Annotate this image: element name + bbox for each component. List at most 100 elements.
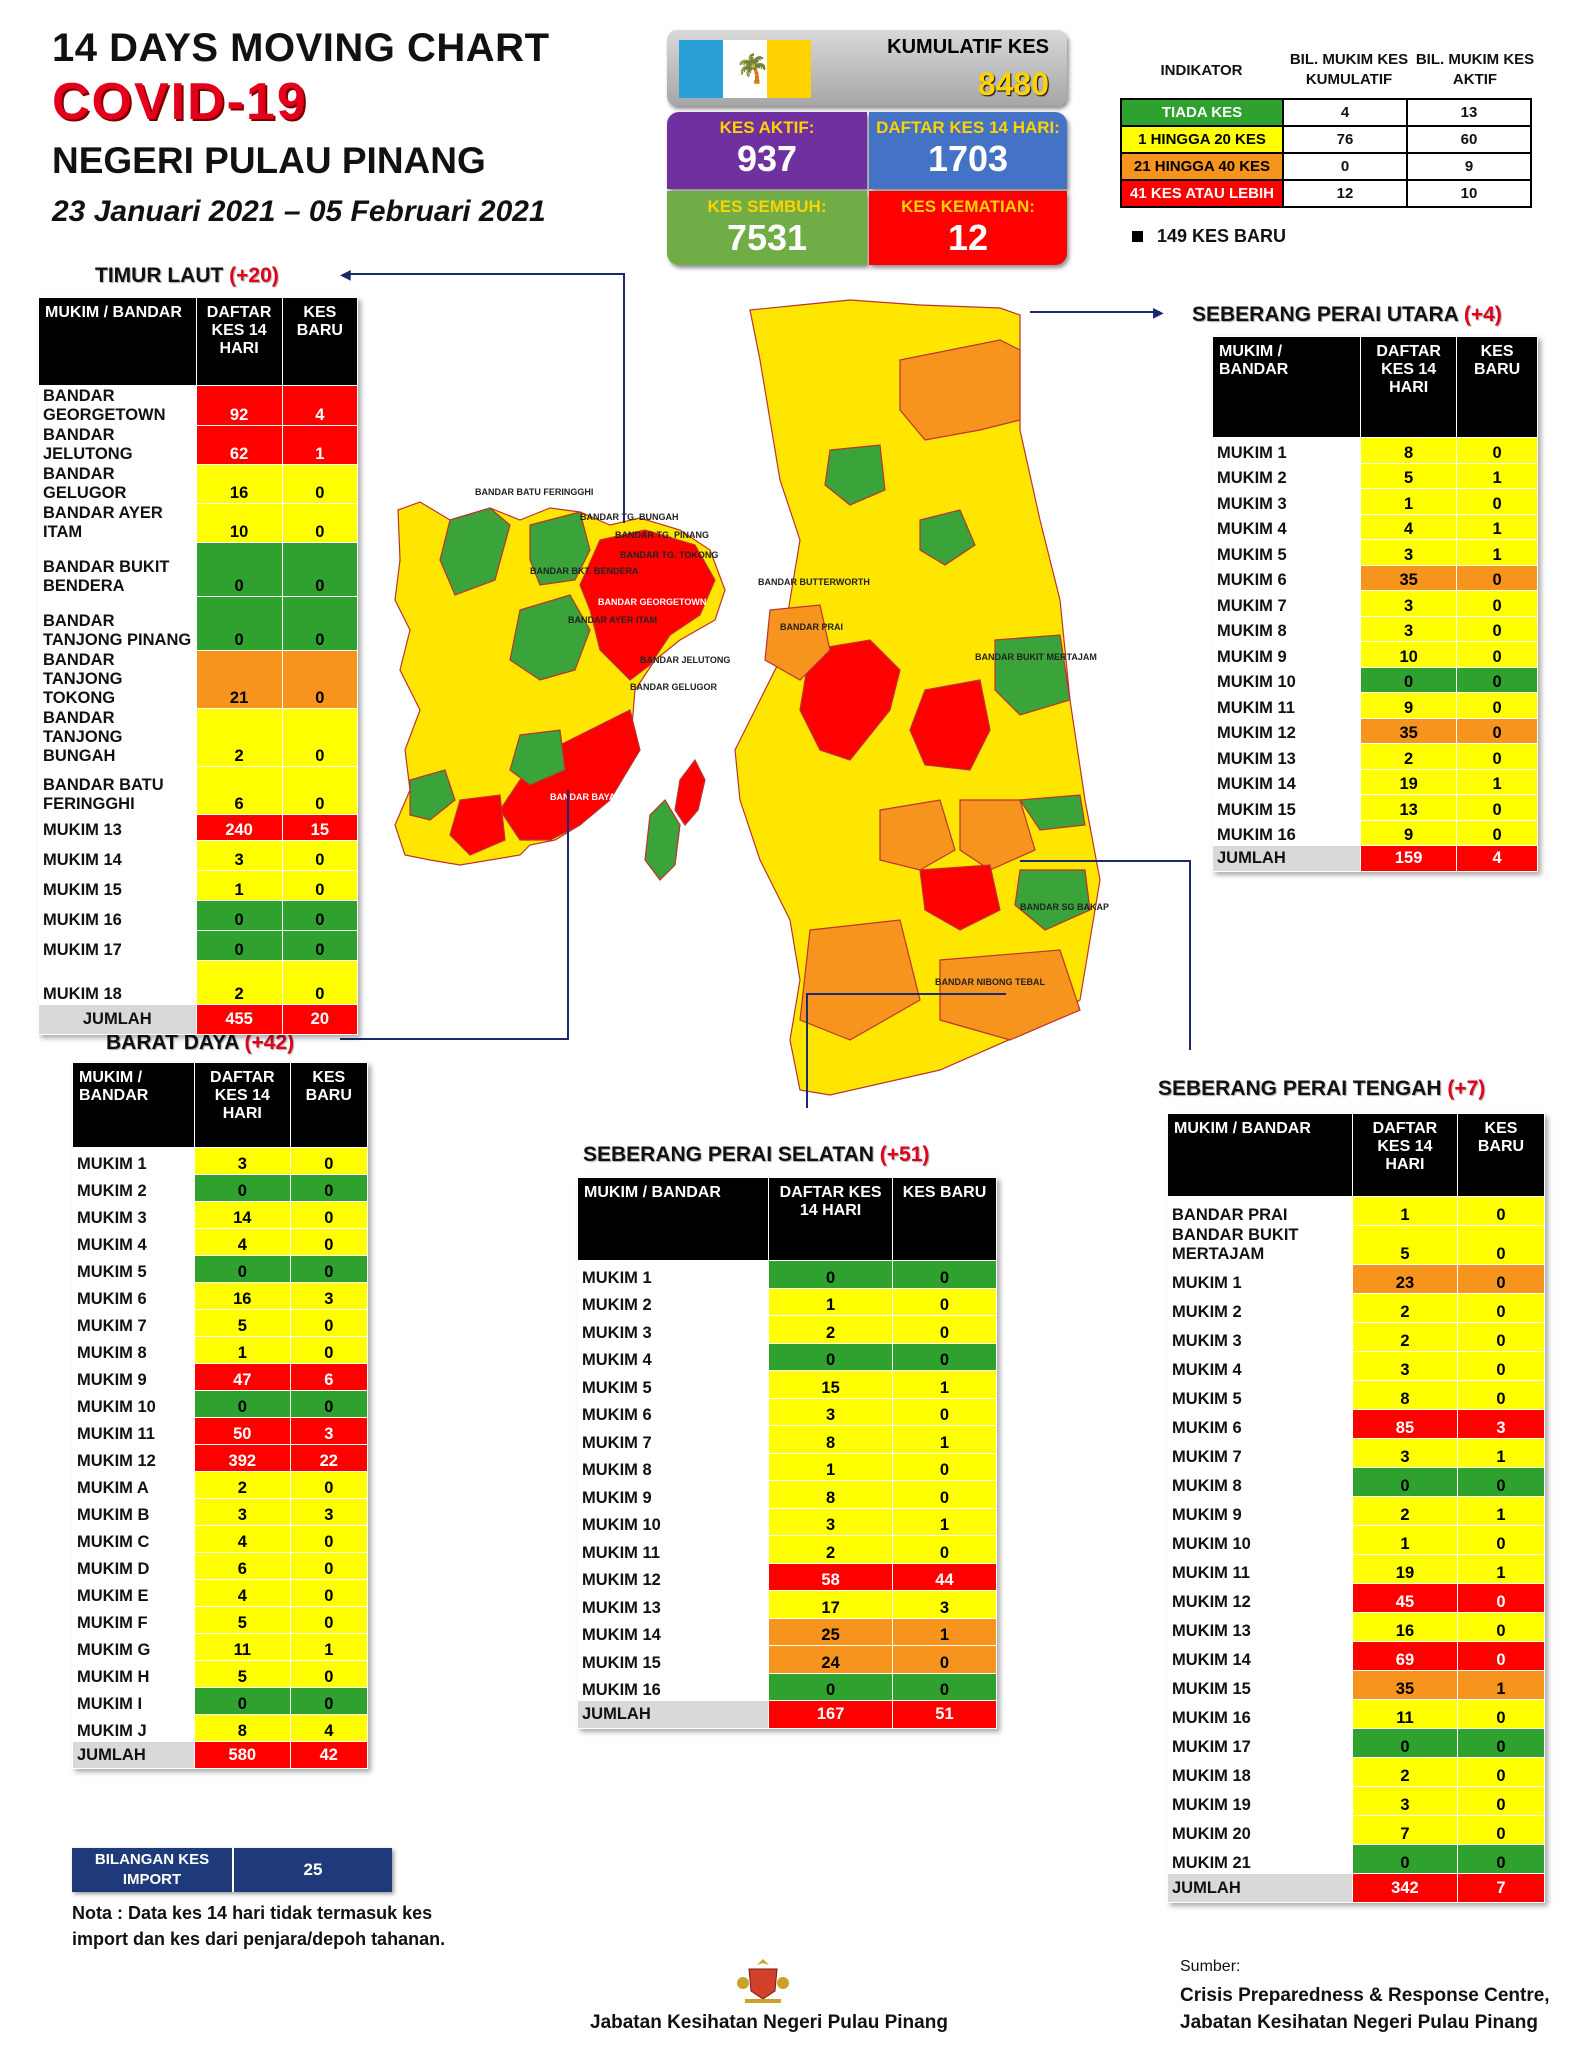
header-period: 23 Januari 2021 – 05 Februari 2021 (52, 195, 546, 228)
table-row: MUKIM 19 3 0 (1167, 1786, 1546, 1816)
indicator-legend: INDIKATOR BIL. MUKIM KES KUMULATIF BIL. … (1120, 46, 1535, 247)
table-row: BANDAR GELUGOR 16 0 (38, 464, 359, 504)
total-row: JUMLAH 455 20 (38, 1004, 359, 1035)
row-kes-baru: 0 (1456, 590, 1538, 617)
row-kes-baru: 0 (1456, 1583, 1546, 1613)
row-daftar: 0 (195, 596, 283, 651)
row-name: MUKIM 14 (38, 840, 197, 871)
table-row: MUKIM 12 58 44 (576, 1562, 998, 1591)
row-daftar: 47 (194, 1363, 291, 1391)
row-name: MUKIM 12 (1211, 717, 1362, 744)
row-daftar: 19 (1360, 768, 1458, 795)
square-bullet-icon (1132, 231, 1143, 242)
table-row: MUKIM 10 3 1 (576, 1507, 998, 1536)
row-kes-baru: 1 (1456, 1496, 1546, 1526)
spu-green-21 (919, 509, 976, 566)
active-label: KES AKTIF: (719, 118, 815, 137)
mukim-header: MUKIM / BANDAR (1167, 1113, 1353, 1197)
row-name: MUKIM 11 (576, 1535, 770, 1564)
row-daftar: 6 (195, 766, 283, 815)
arrow-right-icon: ▶ (1153, 304, 1164, 320)
row-daftar: 392 (194, 1444, 291, 1472)
indicator-label: 1 HINGGA 20 KES (1120, 125, 1284, 154)
map-label-butterworth: BANDAR BUTTERWORTH (758, 577, 870, 587)
row-daftar: 2 (195, 708, 283, 767)
row-kes-baru: 0 (1456, 1612, 1546, 1642)
deaths-value: 12 (947, 217, 989, 258)
row-kes-baru: 1 (891, 1617, 998, 1646)
title-sp-tengah: SEBERANG PERAI TENGAH (+7) (1158, 1077, 1486, 1100)
row-name: MUKIM 9 (71, 1363, 196, 1391)
row-kes-baru: 1 (281, 425, 359, 465)
row-name: MUKIM 3 (1167, 1322, 1353, 1352)
row-name: MUKIM 4 (576, 1342, 770, 1371)
row-daftar: 3 (1360, 590, 1458, 617)
row-daftar: 3 (1360, 539, 1458, 566)
table-row: MUKIM 12 45 0 (1167, 1583, 1546, 1613)
row-kes-baru: 0 (1456, 615, 1538, 642)
spt-orange-1 (764, 604, 831, 681)
list14-value: 1703 (927, 138, 1009, 179)
indicator-active: 13 (1406, 98, 1532, 127)
row-name: MUKIM 13 (38, 814, 197, 841)
row-name: MUKIM 2 (71, 1174, 196, 1202)
row-name: MUKIM 11 (1211, 692, 1362, 719)
row-daftar: 10 (195, 503, 283, 543)
indicator-active: 60 (1406, 125, 1532, 154)
row-kes-baru: 0 (281, 464, 359, 504)
row-kes-baru: 0 (1456, 1351, 1546, 1381)
row-name: BANDAR TANJONG PINANG (38, 596, 197, 651)
row-kes-baru: 0 (1456, 717, 1538, 744)
row-kes-baru: 15 (281, 814, 359, 841)
sps-green-4 (1014, 869, 1091, 931)
row-kes-baru: 22 (289, 1444, 369, 1472)
row-daftar: 0 (768, 1672, 893, 1701)
total-label: JUMLAH (1211, 845, 1362, 872)
table-row: BANDAR AYER ITAM 10 0 (38, 503, 359, 543)
row-daftar: 0 (768, 1260, 893, 1289)
row-daftar: 19 (1351, 1554, 1458, 1584)
row-kes-baru: 0 (281, 960, 359, 1005)
map-label-georgetown: BANDAR GEORGETOWN (598, 597, 706, 607)
row-kes-baru: 1 (289, 1633, 369, 1661)
row-kes-baru: 0 (289, 1201, 369, 1229)
row-kes-baru: 0 (1456, 819, 1538, 846)
cumulative-value: 8480 (977, 66, 1049, 102)
kes-baru-header: KES BARU (1456, 336, 1538, 438)
row-name: BANDAR TANJONG BUNGAH (38, 708, 197, 767)
row-daftar: 16 (1351, 1612, 1458, 1642)
row-daftar: 9 (1360, 819, 1458, 846)
row-name: MUKIM 2 (1211, 462, 1362, 489)
row-name: MUKIM C (71, 1525, 196, 1553)
table-row: MUKIM 17 0 0 (38, 930, 359, 961)
total-kes-baru: 42 (289, 1741, 369, 1769)
row-kes-baru: 0 (1456, 1196, 1546, 1226)
row-name: MUKIM 10 (1167, 1525, 1353, 1555)
island-red-south (499, 709, 641, 841)
row-daftar: 9 (1360, 692, 1458, 719)
row-kes-baru: 0 (281, 542, 359, 597)
table-row: MUKIM 21 0 0 (1167, 1844, 1546, 1874)
row-daftar: 8 (768, 1425, 893, 1454)
row-kes-baru: 0 (1456, 1757, 1546, 1787)
recovered-value: 7531 (726, 217, 808, 258)
indicator-cum: 0 (1282, 152, 1408, 181)
table-row: MUKIM 11 19 1 (1167, 1554, 1546, 1584)
row-daftar: 50 (194, 1417, 291, 1445)
row-name: MUKIM 8 (1211, 615, 1362, 642)
row-name: MUKIM 4 (1167, 1351, 1353, 1381)
row-name: MUKIM 14 (1167, 1641, 1353, 1671)
row-name: MUKIM 6 (1167, 1409, 1353, 1439)
row-kes-baru: 0 (281, 503, 359, 543)
row-name: MUKIM 15 (1167, 1670, 1353, 1700)
recovered-label: KES SEMBUH: (707, 197, 827, 216)
connector-timur-laut-v (623, 273, 625, 523)
row-daftar: 3 (194, 1498, 291, 1526)
row-name: MUKIM 15 (576, 1645, 770, 1674)
source-label: Sumber: (1180, 1958, 1241, 1975)
